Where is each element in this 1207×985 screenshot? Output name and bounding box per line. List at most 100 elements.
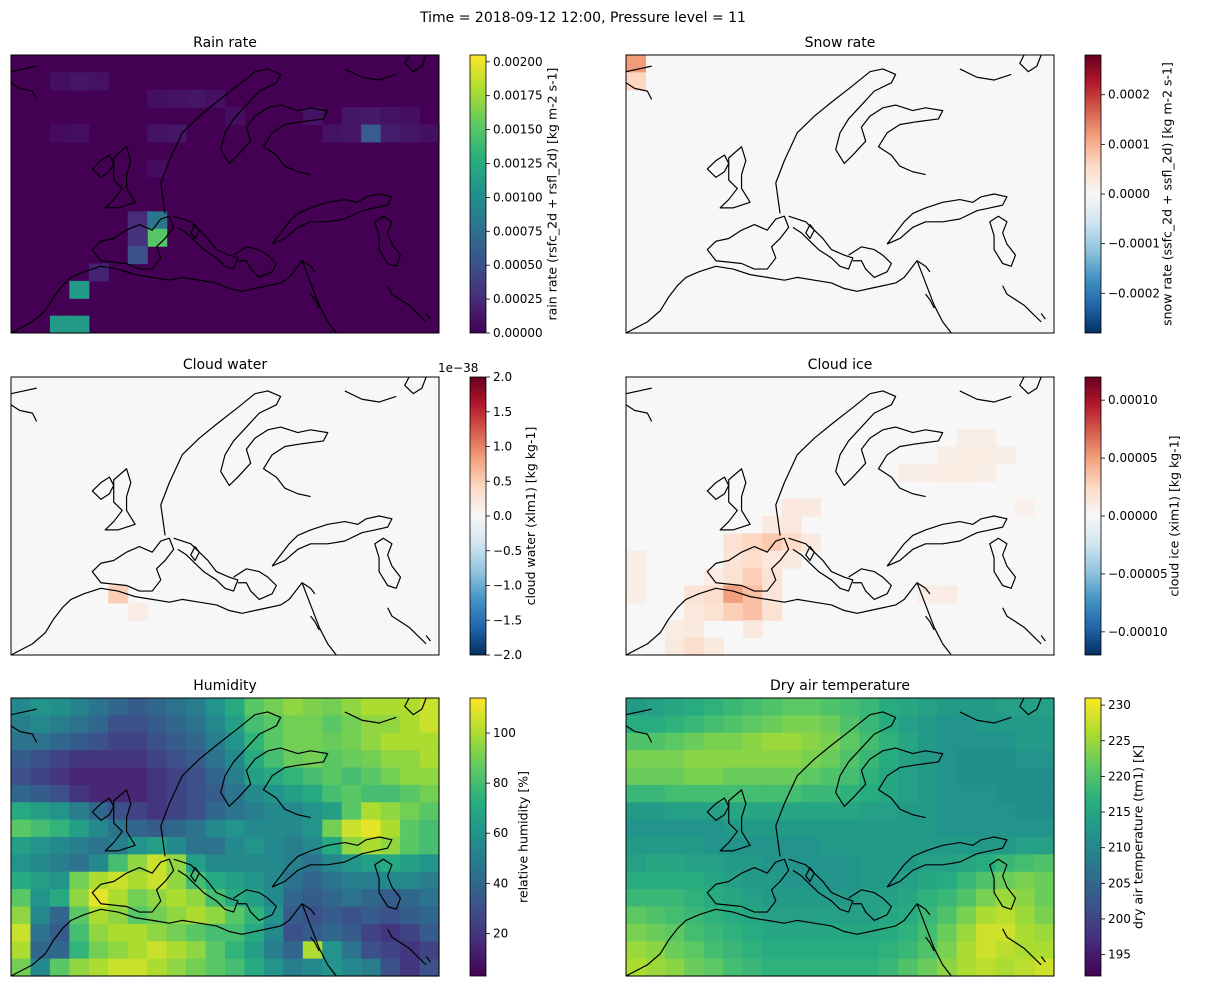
heatmap-cell: [723, 750, 744, 769]
heatmap-cell: [878, 784, 899, 803]
colorbar-tick-label: 210: [1108, 841, 1131, 855]
heatmap-cell: [723, 550, 744, 569]
heatmap-cell: [225, 819, 246, 838]
heatmap-cell: [1015, 750, 1036, 769]
heatmap-cell: [166, 923, 187, 942]
coastline-path: [426, 957, 430, 963]
heatmap-cell: [742, 750, 763, 769]
heatmap-cell: [840, 819, 861, 838]
colorbar: 195 200 205 210 215 220 225 230 dry air temperat…: [1084, 697, 1146, 977]
heatmap-cell: [762, 602, 783, 621]
heatmap-cell: [626, 698, 647, 716]
heatmap-cell: [976, 750, 997, 769]
heatmap-cell: [205, 784, 226, 803]
heatmap-cell: [898, 889, 919, 908]
coastline-path: [849, 569, 892, 600]
coastline-path: [1041, 957, 1045, 963]
heatmap-cell: [69, 732, 90, 751]
coastline-path: [234, 890, 277, 921]
heatmap-cell: [186, 837, 207, 855]
heatmap-cell: [30, 854, 51, 873]
heatmap-cell: [11, 958, 32, 977]
map-background: [11, 377, 439, 655]
heatmap-cell: [361, 958, 382, 977]
heatmap-cell: [380, 767, 401, 786]
heatmap-cell: [341, 854, 362, 873]
heatmap-cell: [742, 585, 763, 604]
heatmap-cell: [645, 784, 666, 803]
heatmap-cell: [1015, 854, 1036, 873]
heatmap-cell: [917, 732, 938, 751]
panel-2: Snow rate −0.0002 −0.0001 0.0000 0.0001 0.000…: [626, 35, 1174, 333]
heatmap-cell: [380, 802, 401, 821]
coastline-path: [345, 712, 396, 723]
coastline-path: [11, 709, 37, 715]
colorbar-gradient: [1084, 54, 1102, 334]
heatmap-cell: [108, 784, 129, 803]
heatmap-cell: [878, 802, 899, 821]
heatmap-cell: [995, 819, 1016, 838]
heatmap-cell: [684, 602, 705, 621]
heatmap-cell: [1015, 837, 1036, 855]
heatmap-cell: [400, 715, 421, 734]
heatmap-cell: [30, 889, 51, 908]
colorbar-tick-label: 0.00010: [1108, 393, 1158, 407]
heatmap-cell: [878, 906, 899, 925]
heatmap-cell: [840, 854, 861, 873]
heatmap-cell: [723, 837, 744, 855]
heatmap-cell: [703, 819, 724, 838]
heatmap-cell: [684, 941, 705, 960]
heatmap-cell: [419, 906, 440, 925]
heatmap-cell: [801, 750, 822, 769]
heatmap-cell: [703, 784, 724, 803]
heatmap-cell: [840, 784, 861, 803]
heatmap-cell: [820, 802, 841, 821]
heatmap-cell: [1034, 889, 1055, 908]
heatmap-cell: [49, 124, 70, 143]
heatmap-cell: [1015, 698, 1036, 716]
heatmap-cell: [322, 784, 343, 803]
heatmap-cell: [703, 585, 724, 604]
heatmap-cell: [283, 802, 304, 821]
colorbar-gradient: [469, 376, 487, 656]
heatmap-cell: [380, 941, 401, 960]
heatmap-cell: [166, 854, 187, 873]
heatmap-cell: [626, 923, 647, 942]
heatmap-cell: [840, 871, 861, 890]
heatmap-cell: [166, 819, 187, 838]
heatmap-cell: [302, 958, 323, 977]
heatmap-cell: [684, 923, 705, 942]
heatmap-cell: [820, 958, 841, 977]
heatmap-cell: [781, 958, 802, 977]
colorbar-tick-label: 0.00125: [493, 156, 543, 170]
heatmap-cell: [762, 923, 783, 942]
heatmap-cell: [976, 941, 997, 960]
colorbar-tick-label: 0.00000: [1108, 509, 1158, 523]
heatmap-cell: [956, 446, 977, 465]
heatmap-cell: [801, 958, 822, 977]
heatmap-cell: [878, 750, 899, 769]
heatmap-cell: [49, 784, 70, 803]
heatmap-cell: [380, 732, 401, 751]
heatmap-cell: [283, 923, 304, 942]
heatmap-cell: [956, 463, 977, 482]
heatmap-cell: [244, 854, 265, 873]
heatmap-cell: [703, 602, 724, 621]
heatmap-cell: [684, 854, 705, 873]
heatmap-cell: [956, 750, 977, 769]
heatmap-cell: [69, 698, 90, 716]
heatmap-cell: [684, 819, 705, 838]
heatmap-cell: [956, 698, 977, 716]
coastline-path: [1020, 698, 1041, 715]
heatmap-cell: [30, 715, 51, 734]
colorbar-tick-label: 0.0001: [1108, 137, 1150, 151]
heatmap-cell: [361, 941, 382, 960]
heatmap-cell: [30, 906, 51, 925]
heatmap-cell: [703, 750, 724, 769]
heatmap-cell: [723, 568, 744, 587]
heatmap-cell: [859, 802, 880, 821]
heatmap-cell: [937, 871, 958, 890]
heatmap-cell: [147, 889, 168, 908]
heatmap-cell: [684, 750, 705, 769]
